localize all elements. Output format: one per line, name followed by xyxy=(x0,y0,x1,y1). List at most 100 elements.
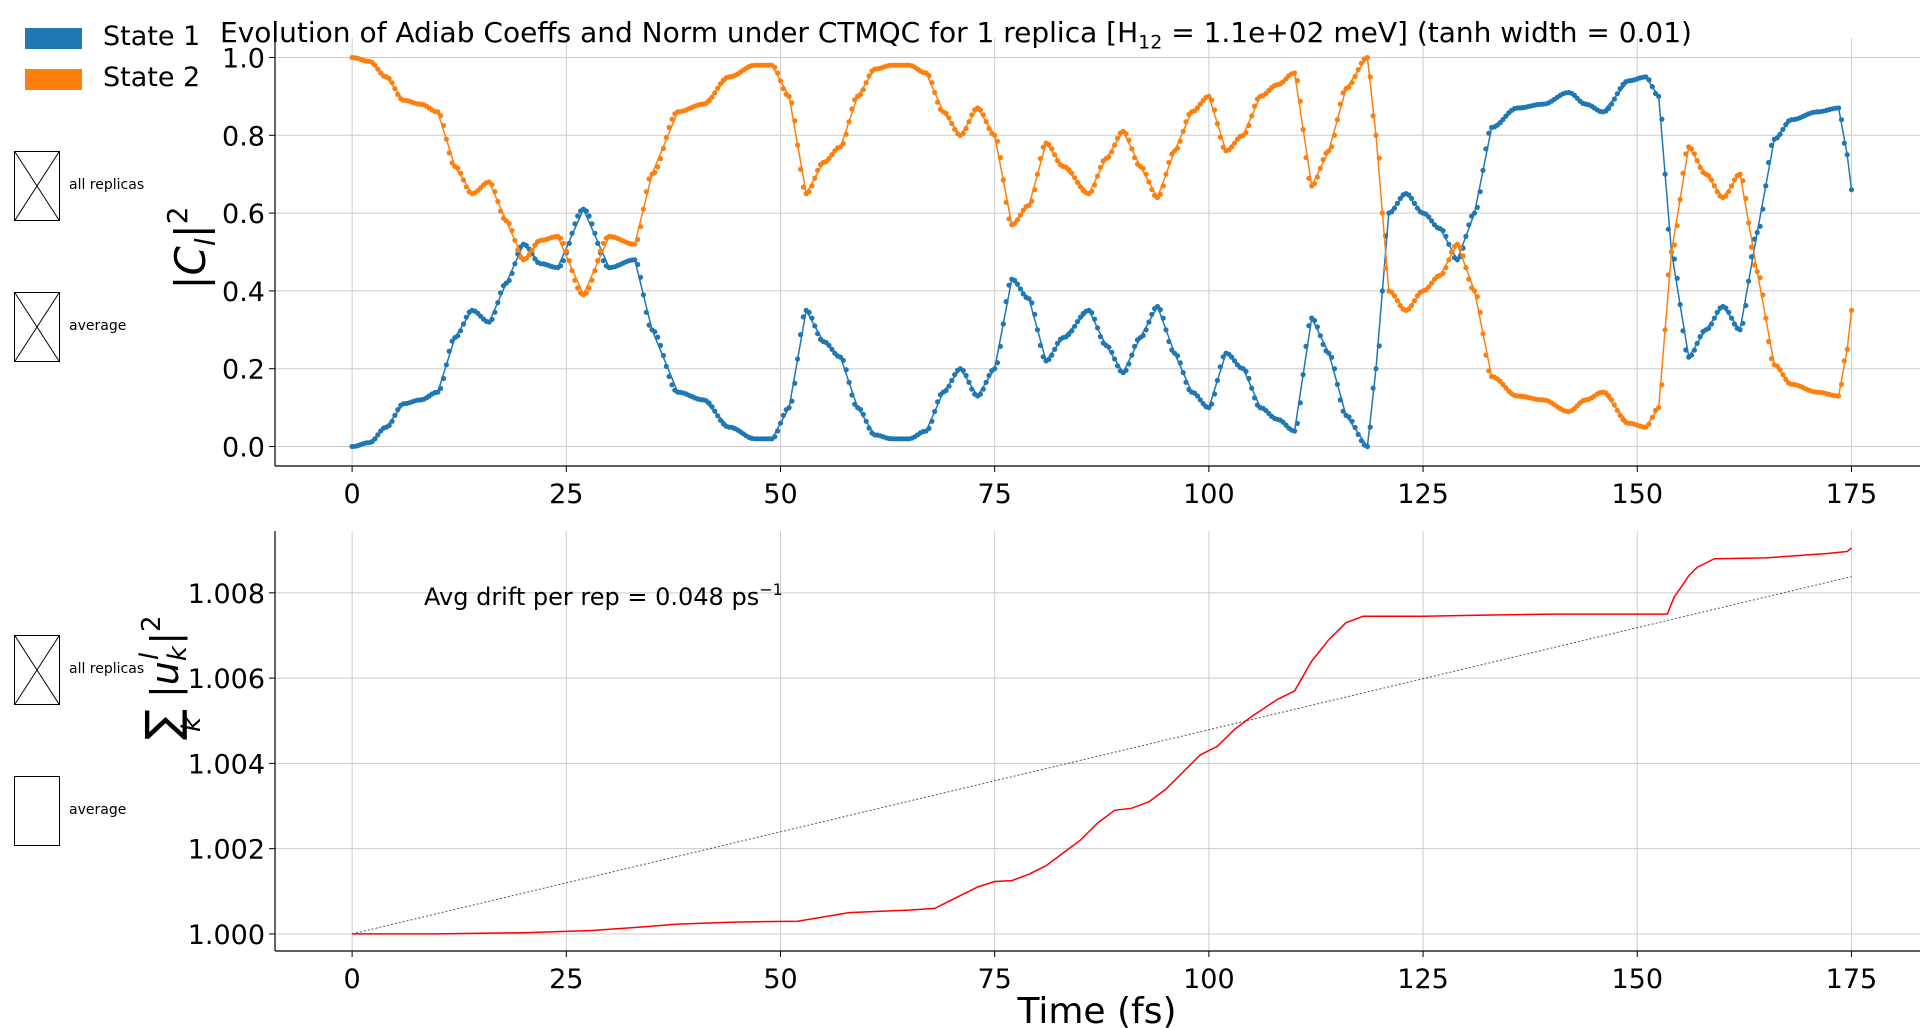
coeff-series-1-point xyxy=(843,131,849,137)
coeff-series-1-point xyxy=(440,122,447,129)
coeff-series-1-point xyxy=(655,164,661,170)
coeff-series-0-point xyxy=(1358,438,1364,444)
coeff-series-0-point xyxy=(1376,343,1382,349)
norm-y-tick-label: 1.006 xyxy=(188,664,265,695)
coeff-series-0-point xyxy=(935,399,941,405)
norm-x-tick-label: 50 xyxy=(763,964,797,995)
coeff-series-0-point xyxy=(1763,183,1769,189)
norm-series-1-line xyxy=(351,576,1852,935)
coeff-series-0-point xyxy=(966,379,972,385)
coeff-series-1-point xyxy=(1443,265,1449,271)
coeff-series-1-point xyxy=(994,138,1001,144)
coeff-series-0-markers xyxy=(349,74,1855,450)
norm-tick-labels: 0 25 50 75 100 125 150 175 1.000 1.002 1.004 1.006 1… xyxy=(188,579,1878,995)
legend-swatch-state-1 xyxy=(25,28,82,49)
coeff-series-1-point xyxy=(1671,242,1677,248)
coeff-series-0-point xyxy=(1197,397,1203,403)
coeff-series-1-point xyxy=(1394,298,1400,304)
coeff-series-1-point xyxy=(800,184,806,190)
coeff-series-1-point xyxy=(1334,117,1340,123)
coeff-series-0-point xyxy=(1069,328,1075,334)
coeff-series-1-point xyxy=(983,119,989,125)
coeff-series-0-point xyxy=(1194,393,1201,399)
coeff-series-0-point xyxy=(1003,299,1009,305)
legend-label-state-1: State 1 xyxy=(103,21,201,52)
coeff-series-1-point xyxy=(1340,90,1346,96)
coeff-series-0-point xyxy=(1411,200,1418,206)
coeff-y-tick-label: 0.8 xyxy=(222,121,265,152)
coeff-series-0-point xyxy=(1294,420,1300,426)
coeff-y-tick-label: 0.4 xyxy=(222,277,265,308)
coeff-series-0-point xyxy=(1706,325,1712,331)
coeff-series-0-point xyxy=(843,367,849,373)
top-all-replicas-checkbox[interactable] xyxy=(14,151,60,221)
coeff-series-0-point xyxy=(1212,391,1218,397)
chart-title: Evolution of Adiab Coeffs and Norm under… xyxy=(220,16,1692,54)
coeff-series-0-point xyxy=(1711,315,1717,321)
coeff-series-1-point xyxy=(492,189,498,195)
coeff-series-1-point xyxy=(977,107,984,113)
coeff-series-0-point xyxy=(946,383,952,389)
coeff-series-0-point xyxy=(1214,377,1220,383)
coeff-series-1-point xyxy=(1743,195,1749,202)
coeff-series-0-point xyxy=(1683,347,1689,353)
coeff-series-0-point xyxy=(1232,358,1238,364)
coeff-series-1-point xyxy=(1229,144,1235,150)
coeff-series-1-markers xyxy=(349,54,1855,430)
coeff-series-0-point xyxy=(717,417,724,423)
coeff-series-1-point xyxy=(1180,128,1186,134)
coeff-series-0-point xyxy=(458,328,464,334)
coeff-series-0-point xyxy=(1217,364,1223,370)
coefficients-gridlines xyxy=(275,38,1920,466)
coeff-series-1-point xyxy=(1757,275,1763,281)
coeff-series-1-point xyxy=(563,248,569,254)
coeff-series-0-point xyxy=(1768,142,1775,148)
coeff-series-1-point xyxy=(1480,331,1486,337)
bottom-average-checkbox[interactable] xyxy=(14,776,60,846)
coeff-series-1-point xyxy=(1355,67,1361,73)
coeff-series-0-point xyxy=(980,386,986,392)
coeff-series-1-point xyxy=(1731,177,1737,183)
coeff-series-1-point xyxy=(852,97,858,103)
coeff-series-1-point xyxy=(1376,155,1382,161)
coeff-series-0-point xyxy=(797,332,804,338)
coeff-series-0-point xyxy=(977,391,984,397)
coeff-series-0-point xyxy=(809,315,815,321)
coeff-series-0-point xyxy=(660,352,667,359)
coeff-series-1-point xyxy=(1331,132,1338,138)
coeff-series-1-point xyxy=(1183,119,1189,125)
coeff-series-0-point xyxy=(638,274,644,280)
coeff-series-0-point xyxy=(663,363,669,369)
coeff-series-1-point xyxy=(1426,284,1432,290)
coeff-series-1-point xyxy=(935,99,941,105)
coeff-series-0-point xyxy=(963,372,969,379)
coeff-series-0-point xyxy=(569,230,575,236)
coeff-series-0-point xyxy=(1014,281,1021,287)
coeff-series-0-point xyxy=(495,300,501,306)
coeff-series-1-point xyxy=(586,285,592,291)
coeff-series-0-point xyxy=(532,256,538,262)
coeff-series-0-point xyxy=(1300,372,1306,378)
coeff-series-1-point xyxy=(560,240,567,246)
coeff-series-1-point xyxy=(509,228,515,234)
coeff-series-1-point xyxy=(1017,212,1024,218)
coeff-series-1-point xyxy=(458,170,464,176)
coeff-series-1-point xyxy=(1836,393,1842,399)
coeff-series-1-point xyxy=(1446,257,1452,263)
coeff-series-0-point xyxy=(1052,346,1058,352)
norm-x-tick-label: 150 xyxy=(1611,964,1663,995)
coeff-series-1-point xyxy=(1766,338,1772,345)
coeff-series-1-point xyxy=(652,169,658,175)
bottom-all-replicas-checkbox[interactable] xyxy=(14,635,60,705)
coeff-series-1-point xyxy=(1383,265,1389,271)
coeff-series-1-point xyxy=(1723,193,1729,199)
coeff-series-1-point xyxy=(1708,177,1715,183)
coeff-series-0-point xyxy=(1097,334,1103,340)
coeff-series-0-point xyxy=(1180,370,1186,376)
coeff-series-1-point xyxy=(566,258,572,264)
coeff-series-1-point xyxy=(532,242,538,248)
top-average-checkbox[interactable] xyxy=(14,292,60,362)
coeff-series-1-point xyxy=(1760,292,1766,298)
coeff-series-1-point xyxy=(1711,183,1717,189)
